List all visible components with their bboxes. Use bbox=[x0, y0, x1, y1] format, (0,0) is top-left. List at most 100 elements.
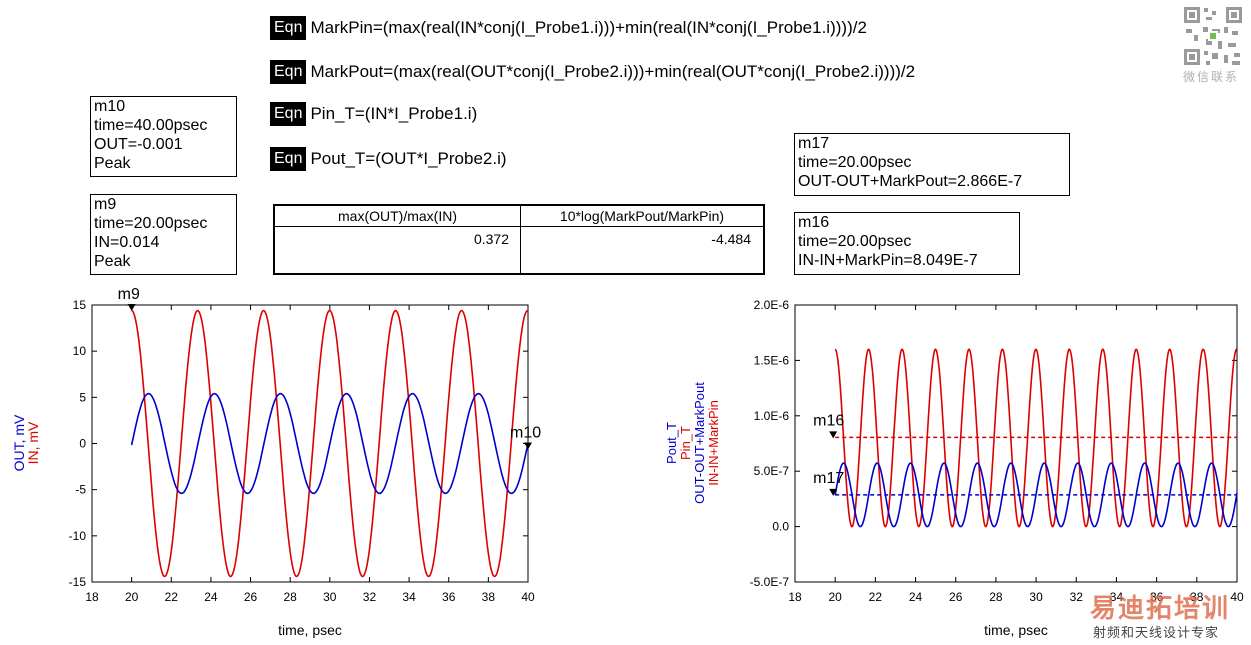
equation-text: MarkPin=(max(real(IN*conj(I_Probe1.i)))+… bbox=[310, 18, 867, 37]
x-tick-label: 40 bbox=[1230, 590, 1244, 604]
marker-triangle-m16 bbox=[829, 431, 838, 439]
x-tick-label: 38 bbox=[1190, 590, 1204, 604]
eqn-tag: Eqn bbox=[270, 16, 307, 40]
y-tick-label: -10 bbox=[69, 529, 87, 543]
marker-readout-m17[interactable]: m17 time=20.00psec OUT-OUT+MarkPout=2.86… bbox=[794, 133, 1070, 196]
x-tick-label: 24 bbox=[909, 590, 923, 604]
marker-value: IN-IN+MarkPin=8.049E-7 bbox=[798, 252, 978, 269]
marker-mode: Peak bbox=[94, 155, 131, 172]
plot-frame bbox=[794, 304, 1238, 583]
watermark-subtitle: 射频和天线设计专家 bbox=[1093, 625, 1220, 640]
marker-time: time=20.00psec bbox=[798, 154, 912, 171]
marker-time: time=40.00psec bbox=[94, 117, 208, 134]
y-tick-label: 0.0 bbox=[772, 520, 789, 534]
x-tick-label: 32 bbox=[1070, 590, 1084, 604]
equation-text: Pin_T=(IN*I_Probe1.i) bbox=[310, 104, 478, 123]
x-tick-label: 36 bbox=[442, 590, 456, 604]
x-tick-label: 28 bbox=[989, 590, 1003, 604]
y-axis-label-3: IN-IN+MarkPin bbox=[706, 400, 721, 486]
table-cell-ratio: 0.372 bbox=[473, 231, 509, 247]
marker-label-m9: m9 bbox=[118, 286, 140, 303]
left-plot-area: 18 20 22 24 26 28 30 32 34 36 38 40 15 10 5 0 -5 -10 -15 ti… bbox=[11, 286, 541, 638]
marker-label-m16: m16 bbox=[813, 412, 844, 429]
table-divider bbox=[520, 226, 521, 273]
marker-value: IN=0.014 bbox=[94, 234, 160, 251]
marker-readout-m10[interactable]: m10 time=40.00psec OUT=-0.001 Peak bbox=[90, 96, 237, 177]
x-tick-label: 24 bbox=[204, 590, 218, 604]
x-tick-label: 22 bbox=[165, 590, 179, 604]
x-tick-label: 30 bbox=[323, 590, 337, 604]
y-axis-label-out: OUT, mV bbox=[11, 414, 27, 471]
x-tick-label: 34 bbox=[402, 590, 416, 604]
x-tick-label: 18 bbox=[85, 590, 99, 604]
y-axis-label-1: Pin_T bbox=[678, 426, 693, 460]
left-time-plot[interactable]: 18 20 22 24 26 28 30 32 34 36 38 40 15 10 5 0 -5 -10 -15 ti… bbox=[0, 285, 560, 645]
y-tick-label: 0 bbox=[79, 437, 86, 451]
x-tick-label: 26 bbox=[244, 590, 258, 604]
y-tick-label: 10 bbox=[73, 344, 87, 358]
marker-time: time=20.00psec bbox=[798, 233, 912, 250]
marker-mode: Peak bbox=[94, 253, 131, 270]
y-tick-label: 2.0E-6 bbox=[754, 298, 790, 312]
series-line-pin-t bbox=[834, 348, 1238, 528]
x-tick-label: 30 bbox=[1029, 590, 1043, 604]
equation-markpout[interactable]: Eqn MarkPout=(max(real(OUT*conj(I_Probe2… bbox=[270, 59, 915, 85]
x-axis-label: time, psec bbox=[984, 622, 1048, 638]
marker-name: m17 bbox=[798, 135, 830, 152]
results-table[interactable]: max(OUT)/max(IN) 10*log(MarkPout/MarkPin… bbox=[273, 204, 765, 275]
eqn-tag: Eqn bbox=[270, 60, 307, 84]
marker-triangle-m10 bbox=[524, 442, 532, 450]
y-tick-label: 1.5E-6 bbox=[754, 353, 790, 367]
x-tick-label: 20 bbox=[125, 590, 139, 604]
x-tick-label: 26 bbox=[949, 590, 963, 604]
table-header-ratio: max(OUT)/max(IN) bbox=[275, 206, 521, 227]
right-power-plot[interactable]: 18 20 22 24 26 28 30 32 34 36 38 40 2.0E-6 1.5E-6 1.0E… bbox=[640, 285, 1251, 645]
x-tick-label: 38 bbox=[482, 590, 496, 604]
marker-triangle-m9 bbox=[127, 304, 136, 311]
watermark-contact: 微信联系 bbox=[1183, 70, 1240, 84]
y-tick-label: 1.0E-6 bbox=[754, 409, 790, 423]
watermark-brand: 易迪拓培训 bbox=[1090, 593, 1231, 623]
equation-text: MarkPout=(max(real(OUT*conj(I_Probe2.i))… bbox=[310, 62, 916, 81]
x-tick-label: 20 bbox=[829, 590, 843, 604]
marker-name: m9 bbox=[94, 196, 117, 213]
y-axis-label-in: IN, mV bbox=[25, 421, 41, 464]
y-tick-label: 15 bbox=[73, 298, 87, 312]
x-tick-label: 18 bbox=[788, 590, 802, 604]
marker-value: OUT=-0.001 bbox=[94, 136, 183, 153]
y-tick-label: 5.0E-7 bbox=[754, 464, 790, 478]
y-tick-label: -5.0E-7 bbox=[750, 575, 790, 589]
y-tick-label: -5 bbox=[75, 483, 86, 497]
y-axis-label-2: OUT-OUT+MarkPout bbox=[692, 382, 707, 504]
eqn-tag: Eqn bbox=[270, 102, 307, 126]
qr-code-icon bbox=[1182, 5, 1244, 67]
marker-name: m10 bbox=[94, 98, 126, 115]
series-line-in bbox=[131, 309, 529, 578]
marker-label-m10: m10 bbox=[510, 425, 541, 442]
equation-markpin[interactable]: Eqn MarkPin=(max(real(IN*conj(I_Probe1.i… bbox=[270, 15, 867, 41]
x-axis-label: time, psec bbox=[278, 622, 342, 638]
x-tick-label: 28 bbox=[284, 590, 298, 604]
marker-triangle-m17 bbox=[829, 488, 838, 496]
marker-time: time=20.00psec bbox=[94, 215, 208, 232]
x-tick-label: 36 bbox=[1150, 590, 1164, 604]
marker-label-m17: m17 bbox=[813, 470, 844, 487]
table-header-gain: 10*log(MarkPout/MarkPin) bbox=[521, 206, 763, 227]
equation-pin-t[interactable]: Eqn Pin_T=(IN*I_Probe1.i) bbox=[270, 101, 477, 127]
x-tick-label: 22 bbox=[869, 590, 883, 604]
x-tick-label: 34 bbox=[1110, 590, 1124, 604]
series-line-pout-t bbox=[834, 462, 1238, 528]
x-tick-label: 32 bbox=[363, 590, 377, 604]
marker-readout-m9[interactable]: m9 time=20.00psec IN=0.014 Peak bbox=[90, 194, 237, 275]
marker-value: OUT-OUT+MarkPout=2.866E-7 bbox=[798, 173, 1023, 190]
y-tick-label: 5 bbox=[79, 390, 86, 404]
eqn-tag: Eqn bbox=[270, 147, 307, 171]
marker-readout-m16[interactable]: m16 time=20.00psec IN-IN+MarkPin=8.049E-… bbox=[794, 212, 1020, 275]
y-axis-label-0: Pout_T bbox=[664, 422, 679, 464]
marker-name: m16 bbox=[798, 214, 830, 231]
y-tick-label: -15 bbox=[69, 575, 87, 589]
right-plot-area: 18 20 22 24 26 28 30 32 34 36 38 40 2.0E-6 1.5E-6 1.0E… bbox=[664, 298, 1244, 638]
table-cell-gain: -4.484 bbox=[711, 231, 751, 247]
equation-pout-t[interactable]: Eqn Pout_T=(OUT*I_Probe2.i) bbox=[270, 146, 507, 172]
equation-text: Pout_T=(OUT*I_Probe2.i) bbox=[310, 149, 507, 168]
